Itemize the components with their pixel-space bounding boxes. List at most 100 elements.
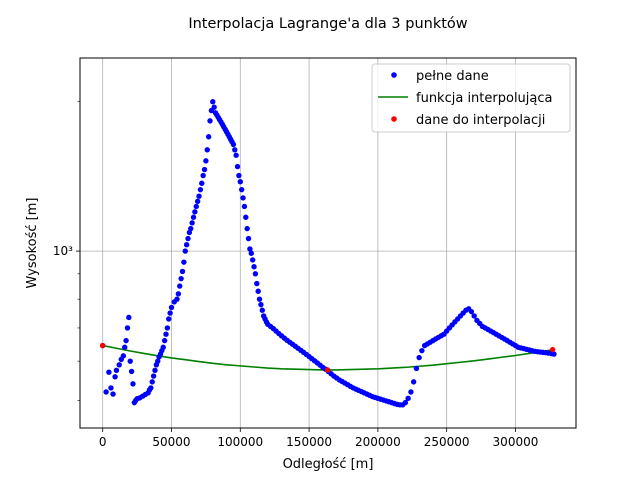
data-point-full <box>166 316 172 322</box>
data-point-full <box>258 301 264 308</box>
axes-frame <box>79 57 577 429</box>
data-point-full <box>252 271 259 277</box>
legend-label-full-data: pełne dane <box>416 69 489 84</box>
data-point-full <box>234 163 241 170</box>
data-point-full <box>241 203 248 210</box>
y-tick-label: 10³ <box>53 244 73 258</box>
data-point-full <box>108 385 114 391</box>
data-point-full <box>210 99 216 105</box>
data-point-full <box>193 203 199 210</box>
data-point-full <box>416 354 422 361</box>
x-tick-label: 250000 <box>424 435 470 449</box>
data-point-full <box>120 353 127 359</box>
data-point-full <box>248 250 254 256</box>
data-point-full <box>113 367 120 374</box>
legend-marker-interp-points <box>391 116 397 122</box>
data-point-full <box>148 385 154 391</box>
data-point-full <box>233 152 239 158</box>
data-point-full <box>190 214 197 220</box>
data-point-full <box>123 337 129 344</box>
data-point-full <box>402 399 409 406</box>
data-point-full <box>244 225 250 232</box>
data-point-full <box>200 172 206 179</box>
data-point-full <box>199 180 205 186</box>
data-point-full <box>185 235 191 242</box>
legend: pełne dane funkcja interpolująca dane do… <box>371 63 571 133</box>
data-point-full <box>232 147 238 153</box>
data-point-full <box>124 325 131 331</box>
legend-label-interpolation: funkcja interpolująca <box>416 91 552 106</box>
data-point-full <box>237 178 243 185</box>
data-point-full <box>196 193 202 199</box>
data-point-full <box>408 389 414 395</box>
data-point-full <box>168 304 175 311</box>
data-point-full <box>182 248 188 254</box>
points-layer <box>100 99 557 408</box>
data-point-full <box>240 195 246 201</box>
data-point-full <box>127 358 133 364</box>
data-point-full <box>181 259 187 265</box>
data-point-full <box>211 104 217 110</box>
data-point-full <box>178 275 184 282</box>
data-point-full <box>183 242 190 248</box>
legend-marker-full-data <box>391 72 397 78</box>
data-point-full <box>230 141 237 148</box>
data-point-full <box>243 214 249 220</box>
data-point-full <box>203 158 209 164</box>
x-axis-label: Odległość [m] <box>283 457 374 472</box>
x-tick-label: 0 <box>99 435 107 449</box>
data-point-full <box>167 310 173 316</box>
data-point-full <box>249 257 256 263</box>
data-point-full <box>251 264 257 270</box>
y-axis-label: Wysokość [m] <box>25 198 40 289</box>
data-point-full <box>245 235 252 242</box>
y-axis: 10³ <box>53 101 80 401</box>
data-point-full <box>405 395 411 402</box>
grid <box>80 58 576 428</box>
data-point-full <box>205 134 212 140</box>
data-point-full <box>130 381 136 387</box>
x-tick-label: 100000 <box>217 435 263 449</box>
chart-title: Interpolacja Lagrange'a dla 3 punktów <box>188 16 467 32</box>
data-point-full <box>256 296 263 302</box>
x-tick-label: 300000 <box>493 435 539 449</box>
data-point-full <box>155 358 161 364</box>
data-point-full <box>468 308 475 315</box>
data-point-full <box>189 220 195 226</box>
data-point-full <box>103 389 109 395</box>
data-point-full <box>204 147 210 153</box>
data-point-full <box>174 296 180 302</box>
data-point-interp <box>324 367 331 373</box>
data-point-full <box>551 351 557 357</box>
plot-area <box>100 99 557 408</box>
data-point-full <box>152 367 158 374</box>
data-point-full <box>410 379 417 385</box>
data-point-full <box>254 280 260 287</box>
data-point-full <box>161 337 168 344</box>
data-point-full <box>471 313 477 319</box>
data-point-full <box>179 268 186 275</box>
data-point-full <box>238 186 245 193</box>
data-point-full <box>201 166 208 173</box>
legend-box <box>371 63 571 133</box>
data-point-interp <box>100 342 106 349</box>
x-tick-label: 150000 <box>286 435 332 449</box>
data-point-full <box>255 288 261 294</box>
data-point-full <box>192 209 198 215</box>
data-point-full <box>259 307 265 313</box>
data-point-full <box>128 368 135 375</box>
data-point-full <box>149 379 155 385</box>
data-point-full <box>106 369 112 375</box>
data-point-full <box>116 362 122 368</box>
data-point-full <box>188 225 194 232</box>
legend-label-interp-points: dane do interpolacji <box>416 113 545 128</box>
data-point-full <box>150 373 157 379</box>
data-point-interp <box>549 346 556 353</box>
data-point-full <box>419 347 425 354</box>
data-point-full <box>122 344 128 350</box>
data-point-full <box>413 365 420 372</box>
x-axis: 0 50000 100000 150000 200000 250000 300000 <box>99 428 538 449</box>
data-point-full <box>194 198 201 204</box>
